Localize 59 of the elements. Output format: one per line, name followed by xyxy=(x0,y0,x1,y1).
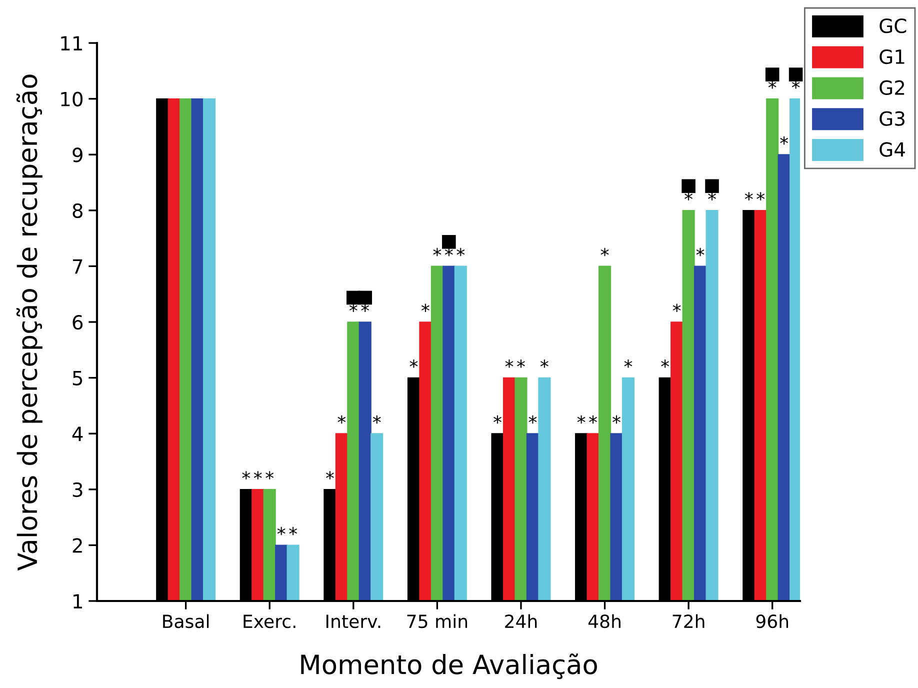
x-tick-label: Interv. xyxy=(326,614,380,628)
data-label: * xyxy=(242,471,250,480)
data-label: * xyxy=(277,526,286,536)
data-label: * xyxy=(780,136,788,145)
data-label: * xyxy=(433,248,442,256)
data-label: ■ * xyxy=(788,68,803,89)
data-label: * xyxy=(289,526,298,536)
data-label: * xyxy=(494,415,502,424)
data-label: * xyxy=(589,415,598,424)
data-label: ■ * xyxy=(682,179,696,200)
legend-label: G3 xyxy=(880,111,904,126)
data-label: * xyxy=(456,248,465,256)
x-tick-label: Basal xyxy=(163,614,209,628)
data-label: * xyxy=(326,471,334,480)
data-label: * xyxy=(612,415,620,424)
data-label: * xyxy=(528,415,537,424)
data-label: * xyxy=(372,415,381,424)
legend-label: G4 xyxy=(880,142,905,157)
y-tick-label: 5 xyxy=(72,371,82,386)
data-label: * xyxy=(266,471,274,480)
x-tick-label: Exerc. xyxy=(244,614,296,628)
y-axis-title: Valores de percepção de recuperação xyxy=(16,74,42,571)
data-label: * xyxy=(696,248,704,256)
data-label: ■ * xyxy=(442,234,456,256)
y-tick-label: 1 xyxy=(74,594,82,608)
data-label: * xyxy=(672,304,681,312)
data-label: * xyxy=(421,304,430,312)
legend-label: G1 xyxy=(880,49,904,64)
data-label: * xyxy=(410,360,418,368)
data-label: * xyxy=(600,248,609,256)
y-tick-label: 8 xyxy=(72,203,82,218)
data-label: * xyxy=(338,415,346,424)
y-tick-label: 11 xyxy=(61,36,82,50)
data-label: * xyxy=(577,415,586,424)
data-label: * xyxy=(624,360,632,368)
legend-label: G2 xyxy=(880,80,904,95)
x-tick-label: 75 min xyxy=(407,614,468,628)
x-tick-label: 48h xyxy=(588,614,620,628)
x-tick-label: 24h xyxy=(505,614,537,628)
data-label: * xyxy=(254,471,262,480)
y-tick-label: 4 xyxy=(72,426,83,441)
data-label: * xyxy=(505,360,514,368)
data-label: * xyxy=(517,360,525,368)
y-tick-label: 9 xyxy=(72,148,82,162)
data-label: ■ * xyxy=(765,68,780,89)
data-label: ■ * xyxy=(705,179,719,200)
y-tick-label: 2 xyxy=(72,538,82,553)
y-tick-label: 3 xyxy=(72,482,82,498)
legend-label: GC xyxy=(880,18,906,34)
data-label: * xyxy=(744,192,753,200)
data-label: * xyxy=(661,360,670,368)
x-axis-title: Momento de Avaliação xyxy=(301,653,597,680)
data-label: * xyxy=(756,192,765,200)
x-tick-label: 72h xyxy=(672,614,704,628)
y-tick-label: 10 xyxy=(61,92,83,106)
y-tick-label: 7 xyxy=(73,259,82,274)
x-tick-label: 96h xyxy=(756,614,788,628)
y-tick-label: 6 xyxy=(72,314,83,330)
data-label: * xyxy=(540,360,548,368)
